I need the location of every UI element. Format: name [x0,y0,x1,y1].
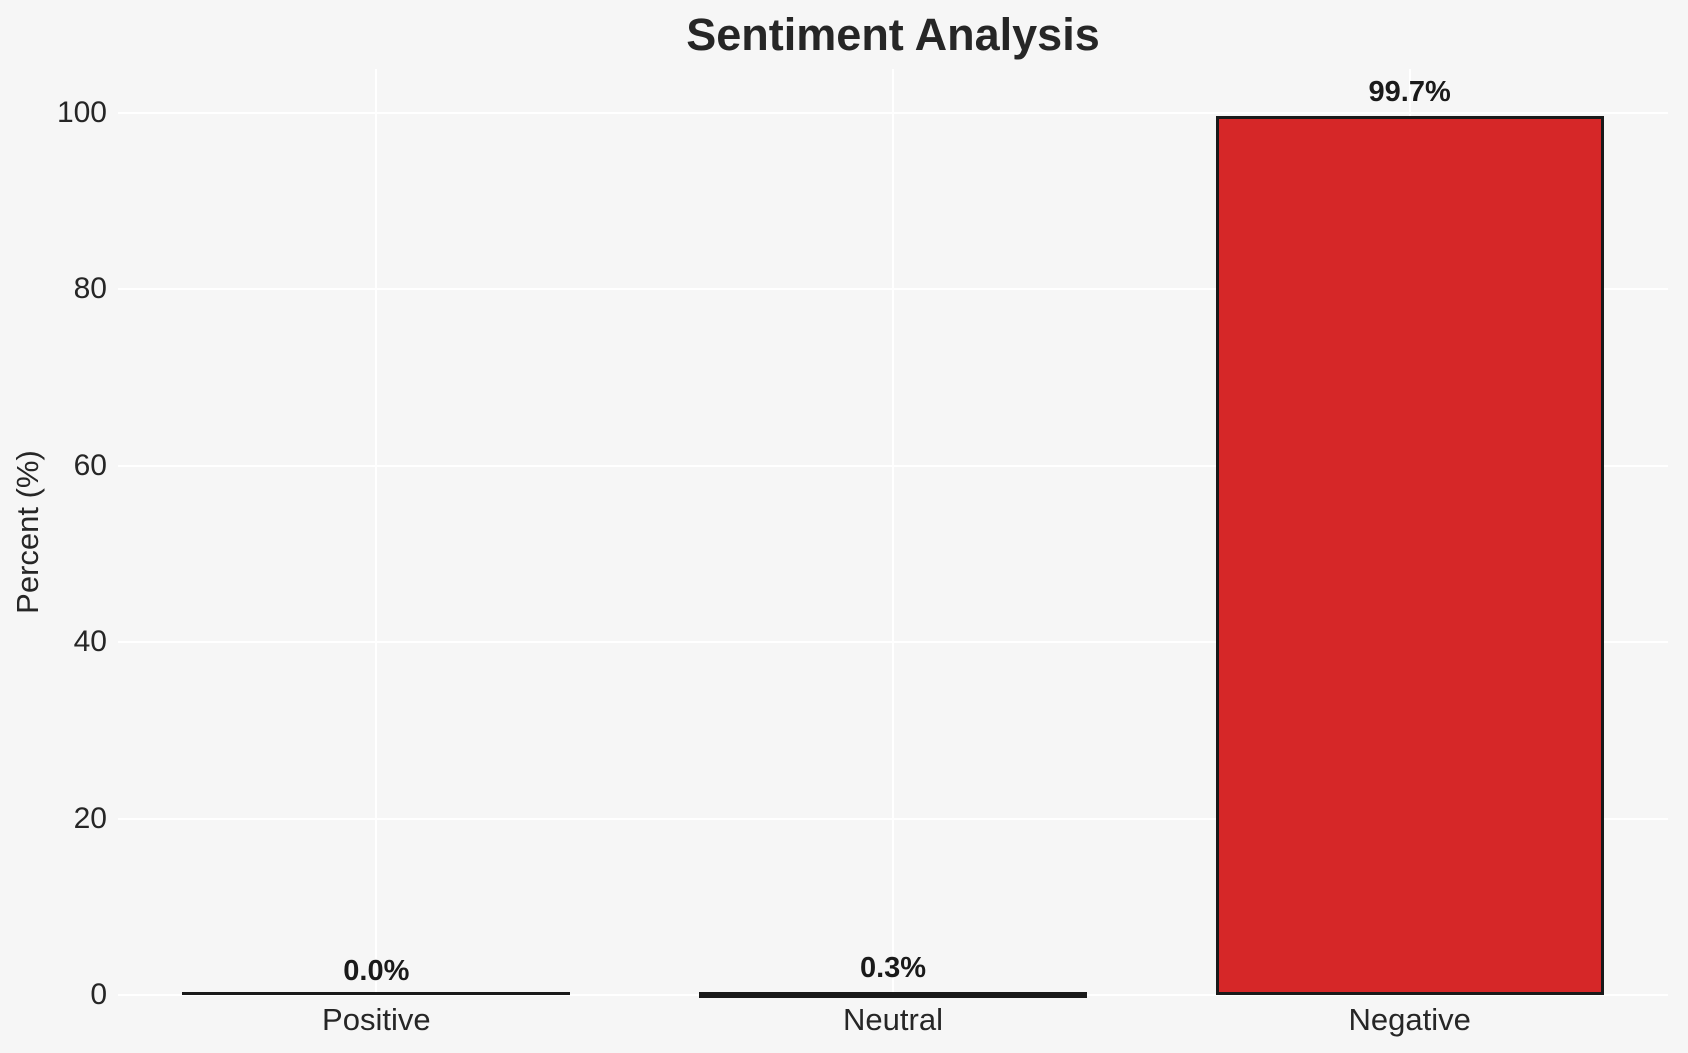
gridline-v [375,69,378,995]
y-tick-label: 60 [73,448,107,482]
x-tick-label-positive: Positive [322,1002,431,1037]
x-tick-label-neutral: Neutral [843,1002,943,1037]
y-tick-label: 80 [73,272,107,306]
bar-neutral [699,992,1087,999]
x-tick-label-negative: Negative [1348,1002,1471,1037]
bar-value-label-positive: 0.0% [343,955,410,987]
y-tick-label: 20 [73,801,107,835]
y-tick-label: 40 [73,625,107,659]
y-tick-label: 100 [56,96,107,129]
bar-negative [1215,115,1604,995]
bar-value-label-negative: 99.7% [1368,75,1451,108]
chart-title: Sentiment Analysis [686,9,1100,60]
y-tick-label: 0 [90,978,107,1011]
bar-positive [182,992,571,995]
bar-value-label-neutral: 0.3% [859,952,927,985]
gridline-v [892,69,894,995]
